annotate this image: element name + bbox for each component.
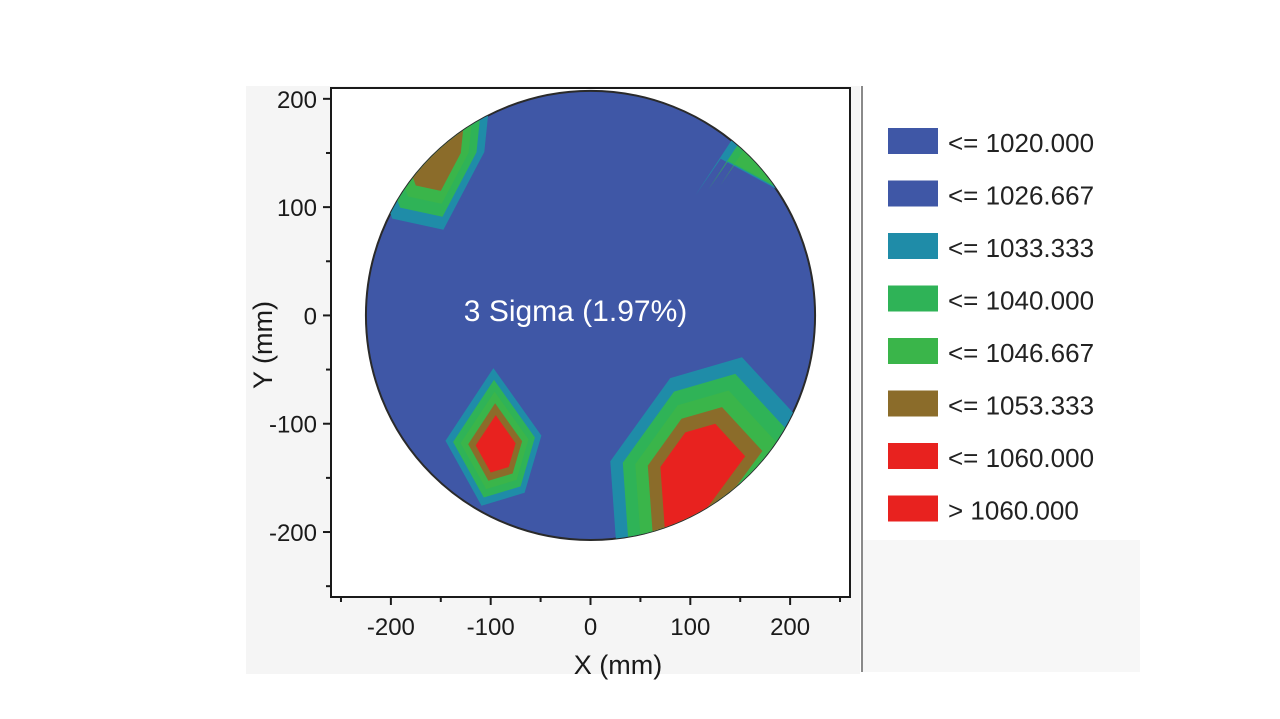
legend-label: <= 1026.667 — [948, 181, 1094, 211]
legend-swatch — [888, 443, 938, 469]
legend-label: <= 1033.333 — [948, 233, 1094, 263]
y-tick-label: 100 — [277, 195, 317, 222]
legend-panel-lower — [862, 540, 1140, 672]
legend: <= 1020.000 <= 1026.667 <= 1033.333 <= 1040… — [888, 128, 1094, 526]
legend-label: <= 1040.000 — [948, 286, 1094, 316]
x-axis-title: X (mm) — [574, 650, 662, 680]
legend-label: <= 1020.000 — [948, 128, 1094, 158]
legend-swatch — [888, 495, 938, 522]
y-tick-label: -100 — [269, 412, 317, 439]
sigma-annotation: 3 Sigma (1.97%) — [464, 295, 687, 328]
x-tick-label: -100 — [467, 614, 515, 641]
y-axis-title: Y (mm) — [248, 301, 278, 389]
legend-swatch — [888, 338, 938, 364]
x-tick-label: 100 — [670, 614, 710, 641]
legend-label: > 1060.000 — [948, 496, 1079, 526]
legend-swatch — [888, 180, 938, 207]
y-axis: 200 100 0 -100 -200 — [269, 87, 331, 588]
legend-swatch — [888, 285, 938, 312]
legend-swatch — [888, 390, 938, 417]
legend-label: <= 1046.667 — [948, 338, 1094, 368]
x-tick-label: 200 — [770, 614, 810, 641]
y-tick-label: 0 — [304, 303, 317, 330]
y-tick-label: 200 — [277, 87, 317, 114]
x-tick-label: -200 — [367, 614, 415, 641]
contour-region-bottom-right-spot-level-6 — [660, 423, 746, 538]
y-tick-label: -200 — [269, 520, 317, 547]
legend-swatch — [888, 233, 938, 259]
legend-label: <= 1060.000 — [948, 443, 1094, 473]
x-axis: -200 -100 0 100 200 — [339, 597, 842, 641]
contour-region-bottom-left-spot-level-6 — [475, 415, 516, 473]
x-tick-label: 0 — [584, 614, 597, 641]
legend-label: <= 1053.333 — [948, 391, 1094, 421]
legend-swatch — [888, 128, 938, 154]
